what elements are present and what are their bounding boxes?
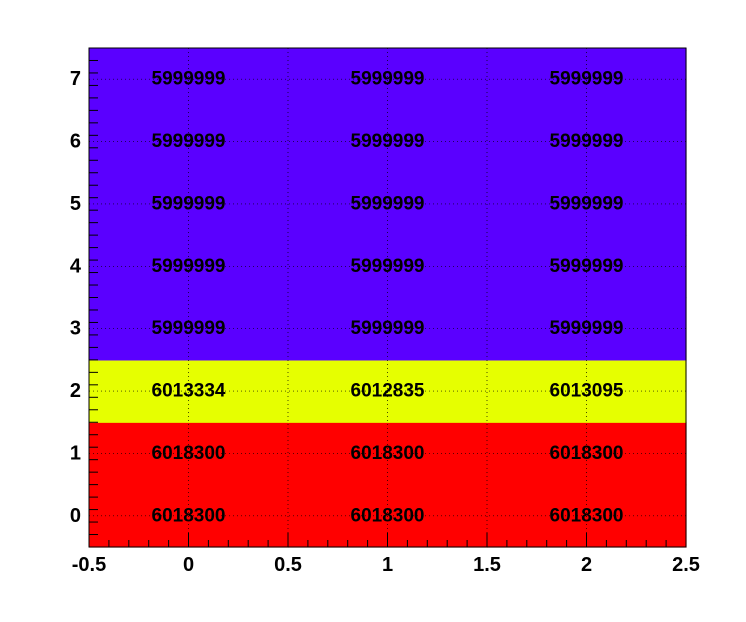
y-tick-label: 7	[70, 68, 81, 90]
cell-value-label: 6018300	[351, 505, 425, 526]
cell-value-label: 5999999	[152, 256, 226, 277]
x-tick-label: 0.5	[274, 554, 302, 576]
x-tick-label: 2.5	[672, 554, 700, 576]
cell-value-label: 5999999	[550, 69, 624, 90]
cell-value-label: 5999999	[152, 131, 226, 152]
cell-value-label: 6018300	[550, 443, 624, 464]
y-tick-label: 0	[70, 505, 81, 527]
cell-value-label: 5999999	[351, 131, 425, 152]
x-tick-label: 1	[382, 554, 393, 576]
cell-value-label: 5999999	[351, 193, 425, 214]
cell-value-label: 6018300	[351, 443, 425, 464]
cell-value-label: 5999999	[152, 69, 226, 90]
x-tick-label: 1.5	[473, 554, 501, 576]
cell-value-label: 6012835	[351, 381, 425, 402]
cell-value-label: 6013095	[550, 381, 624, 402]
cell-value-label: 6013334	[152, 381, 226, 402]
y-tick-label: 3	[70, 318, 81, 340]
cell-labels: 6018300 6018300 6018300 6018300 6018300 60183…	[152, 69, 624, 527]
cell-value-label: 5999999	[550, 131, 624, 152]
cell-value-label: 5999999	[550, 193, 624, 214]
x-tick-label: -0.5	[72, 554, 106, 576]
y-tick-label: 4	[70, 255, 82, 277]
cell-value-label: 5999999	[351, 318, 425, 339]
axes: -0.5 0 0.5 1 1.5 2 2.5 0 1 2 3 4 5 6 7	[70, 47, 700, 576]
cell-value-label: 5999999	[152, 318, 226, 339]
cell-value-label: 5999999	[550, 318, 624, 339]
cell-value-label: 6018300	[152, 505, 226, 526]
x-tick-label: 2	[581, 554, 592, 576]
cell-value-label: 5999999	[152, 193, 226, 214]
cell-value-label: 5999999	[351, 256, 425, 277]
y-tick-label: 6	[70, 131, 81, 153]
y-tick-label: 1	[70, 442, 81, 464]
x-tick-label: 0	[183, 554, 194, 576]
y-tick-label: 2	[70, 380, 81, 402]
cell-value-label: 5999999	[550, 256, 624, 277]
cell-value-label: 6018300	[152, 443, 226, 464]
y-tick-label: 5	[70, 193, 81, 215]
heatmap-cell	[89, 235, 289, 299]
cell-value-label: 6018300	[550, 505, 624, 526]
cell-value-label: 5999999	[351, 69, 425, 90]
